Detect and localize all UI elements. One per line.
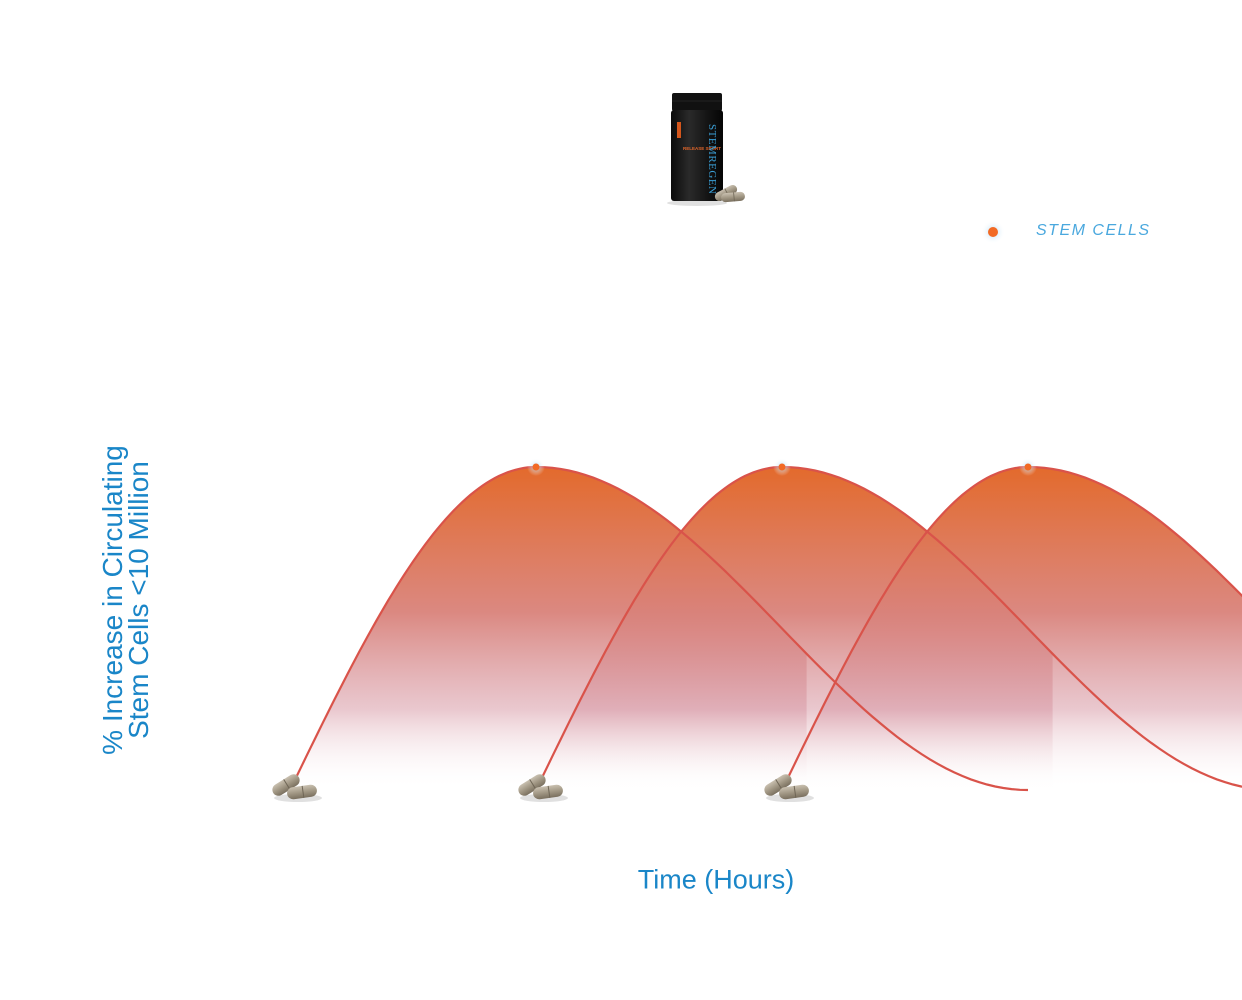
capsule-icon-3 <box>764 774 814 802</box>
x-axis-label: Time (Hours) <box>637 864 795 895</box>
curve-fill-areas <box>290 467 1242 790</box>
peak-point-2 <box>778 463 786 471</box>
legend <box>892 220 1005 244</box>
legend-dot <box>988 227 998 237</box>
capsule-icon-2 <box>518 774 568 802</box>
dose-capsules <box>272 774 814 802</box>
capsule-icon-1 <box>272 774 322 802</box>
peak-markers <box>527 458 1037 476</box>
legend-label: STEM CELLS <box>1036 222 1151 239</box>
curve-area-3 <box>782 467 1242 790</box>
product-bottle-image: RELEASE SPORT STEMREGEN <box>667 93 745 206</box>
bottle-brand-text: STEMREGEN <box>706 124 718 195</box>
y-axis-label-line-2: Stem Cells <10 Million <box>123 461 154 739</box>
peak-point-3 <box>1024 463 1032 471</box>
bottle-variant-text: RELEASE SPORT <box>683 146 721 151</box>
peak-point-1 <box>532 463 540 471</box>
